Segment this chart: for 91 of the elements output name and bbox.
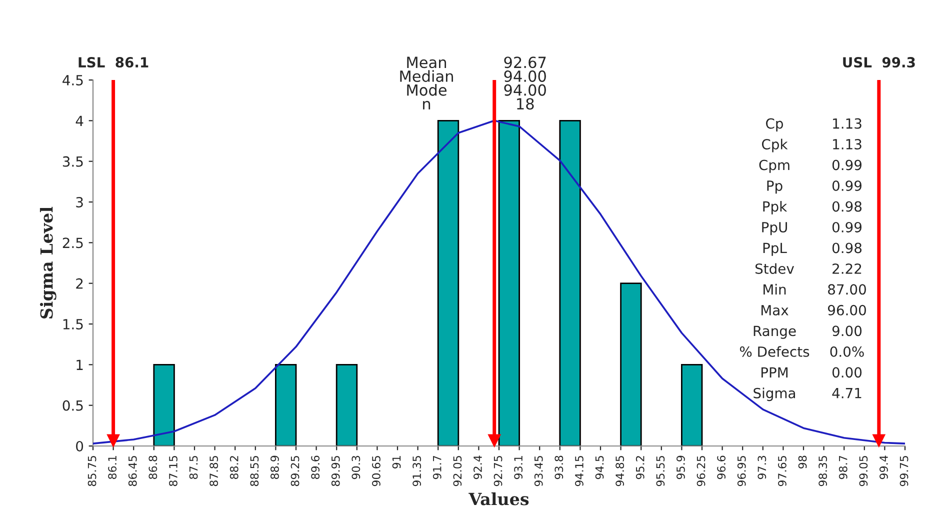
annotation: PPM [761,367,788,378]
annotation: Ppk [763,200,788,214]
x-tick-label: 95.2 [636,456,644,480]
y-tick-label: 0 [76,440,84,452]
y-tick-label: 0.5 [62,400,83,411]
annotation: Max [762,305,788,316]
x-tick-label: 86.1 [108,456,117,480]
y-tick-label: 2.5 [62,238,83,248]
ref-line-label: LSL 86.1 [78,57,148,68]
x-tick-label: 91.35 [412,456,422,486]
x-tick-label: 86.45 [128,456,137,486]
x-tick-label: 94.85 [616,456,624,486]
annotation: 1.13 [833,139,862,150]
annotation: 0.0% [830,346,864,357]
x-tick-label: 98.7 [838,456,848,480]
y-tick-label: 1.5 [63,319,83,330]
y-tick-label: 4 [76,116,84,126]
annotation: 94.00 [504,70,546,82]
x-tick-label: 92.75 [494,456,502,486]
x-tick-label: 95.9 [676,456,685,480]
annotation: Range [754,326,796,339]
x-tick-label: 95.55 [656,456,665,486]
x-tick-label: 90.3 [352,456,360,480]
x-tick-label: 91 [392,456,401,468]
x-tick-label: 90.65 [372,456,380,486]
x-tick-label: 93.45 [534,456,543,486]
annotation: 1.13 [833,118,862,129]
x-tick-label: 93.1 [514,456,523,480]
annotation: 0.98 [832,242,862,254]
x-tick-label: 88.9 [270,456,279,480]
y-tick-label: 2 [76,278,83,289]
x-tick-label: 92.05 [453,456,462,486]
text: Mean [407,56,446,68]
annotation: 94.00 [504,84,546,96]
annotation: 87.00 [828,284,866,295]
x-tick-label: 97.65 [778,456,786,486]
x-tick-label: 89.95 [331,456,340,486]
y-tick-label: 4.5 [62,75,83,86]
annotation: 0.99 [832,222,862,232]
x-tick-label: 87.5 [189,456,198,480]
annotation: PpU [762,222,787,236]
annotation: Median [400,70,453,82]
x-tick-label: 94.15 [575,456,584,486]
x-tick-label: 97.3 [758,456,766,480]
x-tick-label: 88.2 [230,456,238,480]
x-tick-label: 99.4 [880,456,888,480]
x-tick-label: 92.4 [474,456,482,480]
x-tick-label: 89.25 [290,456,300,486]
annotation: Sigma [754,388,796,402]
x-tick-label: 87.15 [169,456,178,486]
x-tick-label: 99.75 [900,456,908,486]
annotation: Stdev [755,263,794,274]
annotation: 96.00 [828,304,866,316]
annotation: Min [764,284,786,294]
y-axis-title: Sigma Level [40,206,56,318]
x-tick-label: 89.6 [311,456,320,480]
annotation: Pp [767,180,782,194]
x-tick-label: 98.35 [818,456,828,486]
annotation: 4.71 [832,388,862,398]
y-tick-label: 3.5 [62,156,83,167]
ref-line-label: USL 99.3 [843,57,915,68]
x-tick-label: 88.55 [250,456,259,486]
x-tick-label: 96.25 [696,456,706,486]
x-tick-label: 94.5 [595,456,604,480]
annotation: 0.98 [832,201,862,212]
y-tick-label: 3 [76,196,83,208]
x-tick-label: 91.7 [432,456,442,480]
y-tick-label: 1 [76,360,83,370]
annotation: Cpm [759,160,790,173]
text: 92.67 [504,56,546,68]
annotation: 0.00 [832,367,862,378]
annotation: Cp [766,118,783,132]
annotation: 0.99 [832,160,862,170]
x-tick-label: 96.6 [717,456,726,480]
x-tick-label: 99.05 [859,456,868,486]
x-tick-label: 86.8 [148,456,158,480]
annotation: Cpk [762,138,788,152]
annotation: % Defects [740,346,810,357]
annotation: Mode [407,84,446,96]
annotation: 0.99 [832,180,862,191]
annotation: PpL [763,242,787,256]
x-tick-label: 93.8 [554,456,564,480]
x-tick-label: 96.95 [737,456,746,486]
annotation: n [423,100,430,110]
x-axis-title: Values [468,492,529,506]
x-tick-label: 98 [798,456,807,468]
annotation: 18 [517,98,534,110]
annotation: 9.00 [832,326,862,336]
annotation: 2.22 [832,263,862,274]
x-tick-label: 85.75 [88,456,96,486]
x-tick-label: 87.85 [210,456,218,486]
